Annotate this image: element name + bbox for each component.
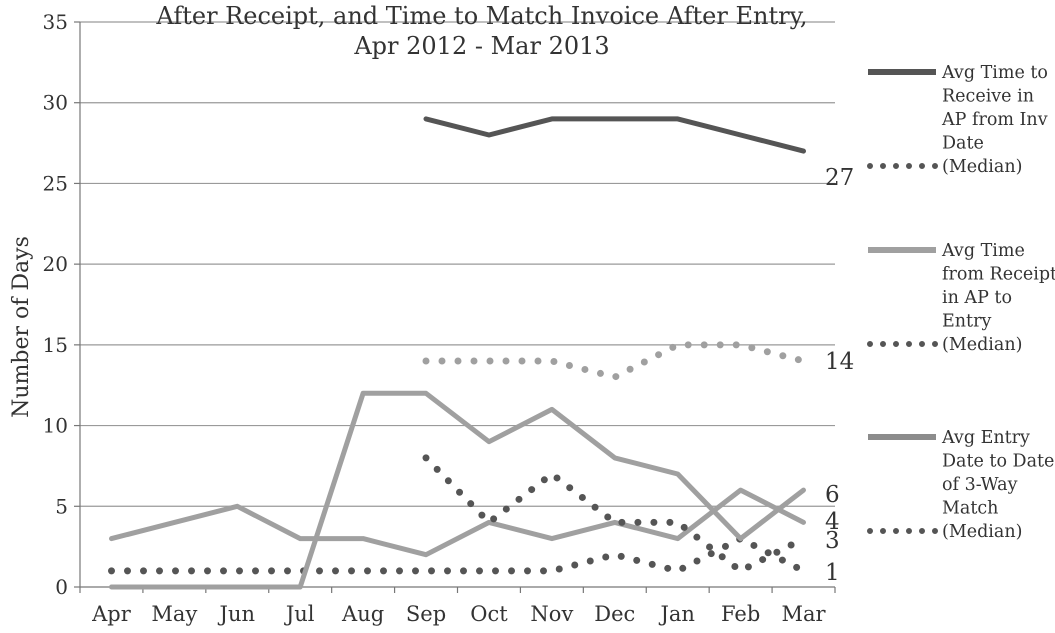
y-tick-label: 0 xyxy=(55,575,68,599)
x-tick-label: Jun xyxy=(218,602,255,626)
legend-label: Avg Entry xyxy=(941,428,1030,448)
series-line-2 xyxy=(109,487,806,558)
legend: Avg Time to Receive in AP from Inv Date (Med… xyxy=(867,63,1055,542)
y-tick-label: 20 xyxy=(43,252,68,276)
gridlines xyxy=(80,21,835,507)
legend-label: Match xyxy=(942,499,998,519)
end-label: 1 xyxy=(825,560,840,586)
x-tick-label: Dec xyxy=(594,602,635,626)
legend-median-label: (Median) xyxy=(942,157,1022,177)
end-label: 4 xyxy=(825,509,840,535)
y-axis: 0 5 10 15 20 25 30 35 xyxy=(43,10,81,599)
x-tick-label: Jan xyxy=(658,602,694,626)
x-axis: Apr May Jun Jul Aug Sep Oct Nov Dec Jan Feb Mar xyxy=(79,586,836,626)
y-tick-label: 5 xyxy=(55,494,68,518)
legend-median-label: (Median) xyxy=(942,522,1022,542)
series-line-0 xyxy=(423,116,806,154)
x-tick-label: Mar xyxy=(782,602,827,626)
end-label: 27 xyxy=(825,165,854,191)
y-tick-label: 25 xyxy=(43,171,68,195)
x-tick-label: May xyxy=(151,602,197,626)
series-line-3 xyxy=(422,341,807,381)
y-tick-label: 35 xyxy=(43,10,68,34)
x-tick-label: Oct xyxy=(470,602,508,626)
legend-label: in AP to xyxy=(942,288,1012,308)
y-axis-label: Number of Days xyxy=(9,236,34,418)
y-tick-label: 30 xyxy=(43,91,68,115)
chart-title-line-1: After Receipt, and Time to Match Invoice… xyxy=(155,2,807,30)
legend-median-label: (Median) xyxy=(942,335,1022,355)
x-tick-label: Nov xyxy=(530,602,573,626)
x-tick-label: Feb xyxy=(721,602,760,626)
x-tick-label: Apr xyxy=(91,602,132,626)
end-label: 3 xyxy=(825,528,840,554)
series-lines xyxy=(108,116,807,590)
y-tick-label: 15 xyxy=(43,333,68,357)
series-line-4 xyxy=(109,390,806,590)
series-line-1 xyxy=(108,535,807,575)
legend-label: Receive in xyxy=(942,87,1034,107)
end-labels: 27 14 643 1 xyxy=(825,165,854,586)
legend-label: Avg Time xyxy=(941,241,1025,261)
legend-label: AP from Inv xyxy=(941,110,1048,130)
legend-label: from Receipt xyxy=(942,265,1055,285)
legend-label: Date to Date xyxy=(942,452,1054,472)
y-tick-label: 10 xyxy=(43,414,68,438)
x-tick-label: Sep xyxy=(406,602,446,626)
series-line-5 xyxy=(422,454,807,575)
x-tick-label: Aug xyxy=(341,602,384,626)
chart-title-line-2: Apr 2012 - Mar 2013 xyxy=(353,32,609,60)
legend-label: of 3-Way xyxy=(942,475,1018,495)
end-label: 14 xyxy=(825,349,854,375)
legend-label: Avg Time to xyxy=(941,63,1048,83)
end-label: 6 xyxy=(825,482,840,508)
legend-label: Date xyxy=(942,134,984,154)
x-tick-label: Jul xyxy=(284,602,315,626)
legend-label: Entry xyxy=(942,312,991,332)
